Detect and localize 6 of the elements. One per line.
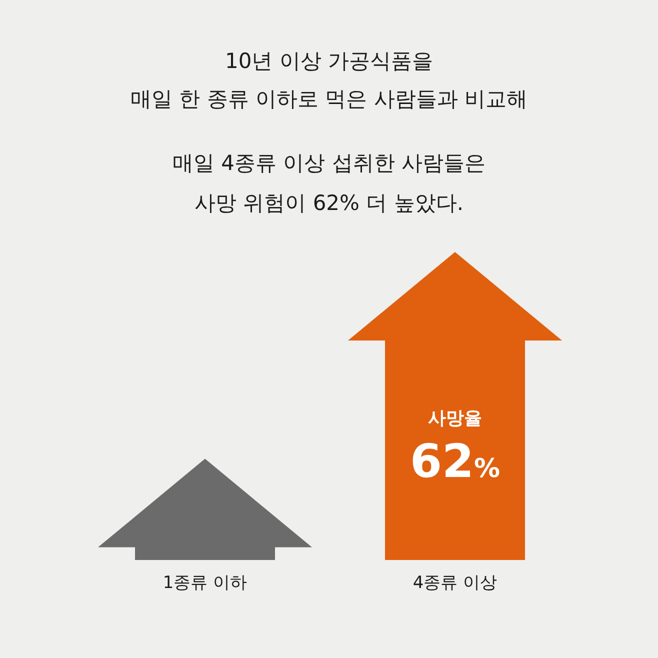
- category: 1종류 이하: [162, 573, 248, 593]
- category: 4종류 이상: [412, 573, 498, 593]
- annotation: 62%: [410, 434, 500, 488]
- annotation: 사망율: [428, 408, 482, 429]
- title: 10년 이상 가공식품을 매일 한 종류 이하로 먹은 사람들과 비교해: [130, 49, 528, 111]
- subtitle: 매일 4종류 이상 섭취한 사람들은 사망 위험이 62% 더 높았다.: [172, 151, 486, 215]
